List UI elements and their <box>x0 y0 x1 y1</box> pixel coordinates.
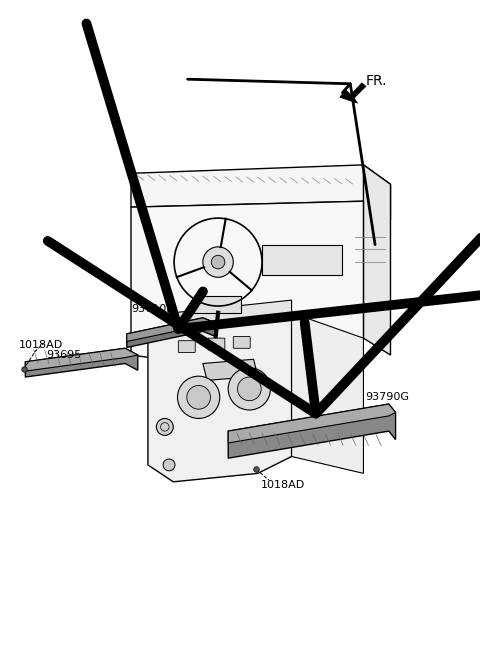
Text: 1018AD: 1018AD <box>19 340 63 350</box>
Text: 93710E: 93710E <box>131 304 173 314</box>
Circle shape <box>178 376 220 419</box>
Polygon shape <box>262 245 342 275</box>
Polygon shape <box>173 300 292 330</box>
Polygon shape <box>25 348 138 377</box>
FancyBboxPatch shape <box>233 337 250 348</box>
Circle shape <box>187 386 210 409</box>
Polygon shape <box>203 359 258 380</box>
Polygon shape <box>127 318 216 342</box>
Polygon shape <box>228 404 396 443</box>
Polygon shape <box>194 296 241 313</box>
Polygon shape <box>127 318 216 348</box>
Polygon shape <box>292 313 363 474</box>
Circle shape <box>238 377 261 401</box>
Circle shape <box>211 255 225 269</box>
Polygon shape <box>363 165 391 355</box>
Polygon shape <box>25 348 138 371</box>
Text: 93695: 93695 <box>47 350 82 360</box>
Circle shape <box>228 368 270 410</box>
Polygon shape <box>148 313 292 482</box>
Polygon shape <box>340 83 366 103</box>
Text: FR.: FR. <box>365 73 386 88</box>
Polygon shape <box>131 201 363 363</box>
Polygon shape <box>228 404 396 458</box>
Circle shape <box>156 419 173 436</box>
FancyBboxPatch shape <box>179 340 195 352</box>
Text: 1018AD: 1018AD <box>260 480 305 490</box>
Circle shape <box>203 247 233 277</box>
Circle shape <box>163 459 175 471</box>
Polygon shape <box>131 165 391 220</box>
Text: 93790G: 93790G <box>365 392 409 402</box>
FancyBboxPatch shape <box>208 338 225 350</box>
